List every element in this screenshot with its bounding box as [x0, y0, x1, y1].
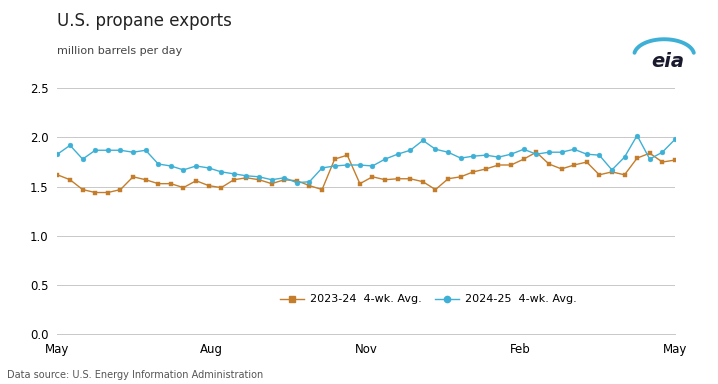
- Legend: 2023-24  4-wk. Avg., 2024-25  4-wk. Avg.: 2023-24 4-wk. Avg., 2024-25 4-wk. Avg.: [275, 290, 581, 309]
- Text: million barrels per day: million barrels per day: [57, 46, 182, 56]
- Text: U.S. propane exports: U.S. propane exports: [57, 12, 233, 30]
- Text: eia: eia: [652, 52, 684, 71]
- Text: Data source: U.S. Energy Information Administration: Data source: U.S. Energy Information Adm…: [7, 370, 264, 380]
